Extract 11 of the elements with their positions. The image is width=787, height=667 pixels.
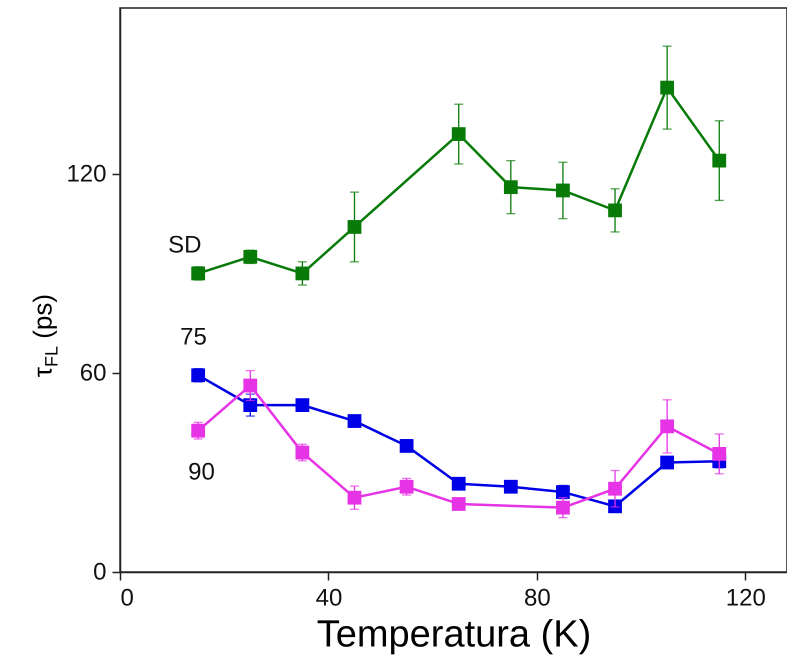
series-label: 75: [180, 323, 207, 350]
x-axis-title: Temperatura (K): [316, 614, 592, 656]
x-tick-label: 80: [524, 584, 551, 612]
x-tick-label: 120: [726, 584, 766, 612]
y-tick-label: 0: [93, 558, 106, 586]
x-tick-label: 0: [120, 584, 134, 612]
y-tick-label: 120: [66, 160, 106, 188]
series-label: SD: [168, 231, 202, 258]
series-label: 90: [188, 458, 215, 486]
x-tick-label: 40: [316, 584, 342, 612]
y-tick-label: 60: [80, 359, 106, 386]
